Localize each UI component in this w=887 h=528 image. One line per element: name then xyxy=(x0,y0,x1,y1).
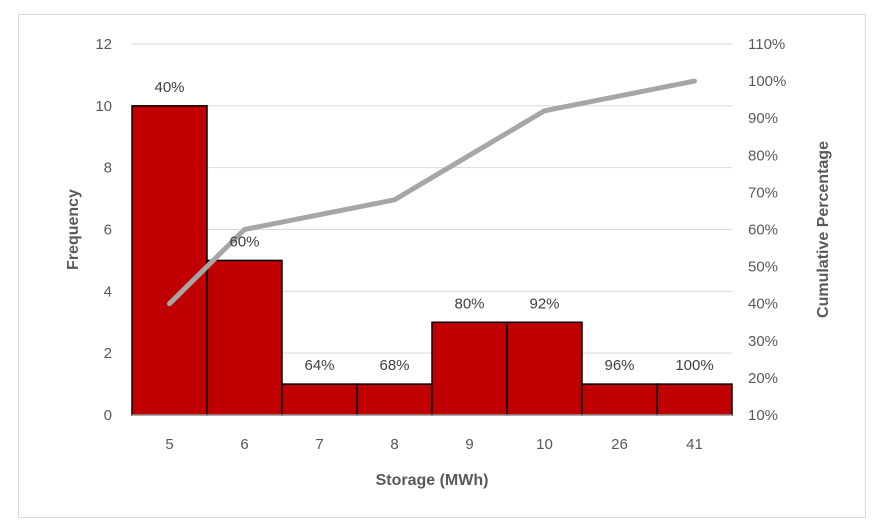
bar-6 xyxy=(206,259,283,416)
data-label: 60% xyxy=(229,233,259,250)
y-axis-title: Frequency xyxy=(65,189,82,270)
y2-tick-label: 30% xyxy=(748,333,778,350)
x-tick-label: 9 xyxy=(465,436,473,453)
y2-tick-label: 40% xyxy=(748,296,778,313)
x-tick-label: 5 xyxy=(165,436,173,453)
y-tick-label: 2 xyxy=(104,345,112,362)
y2-tick-label: 100% xyxy=(748,73,786,90)
y2-tick-label: 50% xyxy=(748,259,778,276)
data-label: 40% xyxy=(154,79,184,96)
y2-axis-title: Cumulative Percentage xyxy=(815,141,832,318)
y-tick-label: 12 xyxy=(95,36,112,53)
y-axis-left: 0 2 4 6 8 10 12 xyxy=(95,36,112,424)
y-tick-label: 0 xyxy=(104,407,112,424)
x-axis-title: Storage (MWh) xyxy=(376,472,489,489)
bar-7 xyxy=(281,383,358,416)
data-labels: 40% 60% 64% 68% 80% 92% 96% 100% xyxy=(154,79,713,374)
cumulative-percentage-line xyxy=(167,78,697,307)
y2-tick-label: 70% xyxy=(748,184,778,201)
x-tick-label: 10 xyxy=(536,436,553,453)
data-label: 80% xyxy=(454,295,484,312)
y2-tick-label: 60% xyxy=(748,222,778,239)
bars xyxy=(131,105,733,416)
y2-tick-label: 20% xyxy=(748,370,778,387)
bar-26 xyxy=(581,383,658,416)
y2-tick-label: 10% xyxy=(748,407,778,424)
y-tick-label: 8 xyxy=(104,160,112,177)
y2-tick-label: 90% xyxy=(748,110,778,127)
bar-8 xyxy=(356,383,433,416)
x-tick-label: 7 xyxy=(315,436,323,453)
y2-tick-label: 80% xyxy=(748,147,778,164)
bar-10 xyxy=(506,321,583,416)
x-axis: 5 6 7 8 9 10 26 41 xyxy=(132,414,732,453)
y-tick-label: 4 xyxy=(104,283,112,300)
x-tick-label: 8 xyxy=(390,436,398,453)
x-tick-label: 41 xyxy=(686,436,703,453)
y-axis-right: 10% 20% 30% 40% 50% 60% 70% 80% 90% 100% 110% xyxy=(748,36,786,424)
bar-41 xyxy=(656,383,733,416)
y2-tick-label: 110% xyxy=(748,36,785,53)
data-label: 92% xyxy=(529,295,559,312)
data-label: 68% xyxy=(379,357,409,374)
x-tick-label: 26 xyxy=(611,436,628,453)
data-label: 96% xyxy=(604,357,634,374)
y-tick-label: 10 xyxy=(95,98,112,115)
data-label: 64% xyxy=(304,357,334,374)
bar-9 xyxy=(431,321,508,416)
data-label: 100% xyxy=(675,357,713,374)
bar-5 xyxy=(131,105,208,416)
y-tick-label: 6 xyxy=(104,222,112,239)
cumulative-line xyxy=(167,78,697,307)
x-tick-label: 6 xyxy=(240,436,248,453)
